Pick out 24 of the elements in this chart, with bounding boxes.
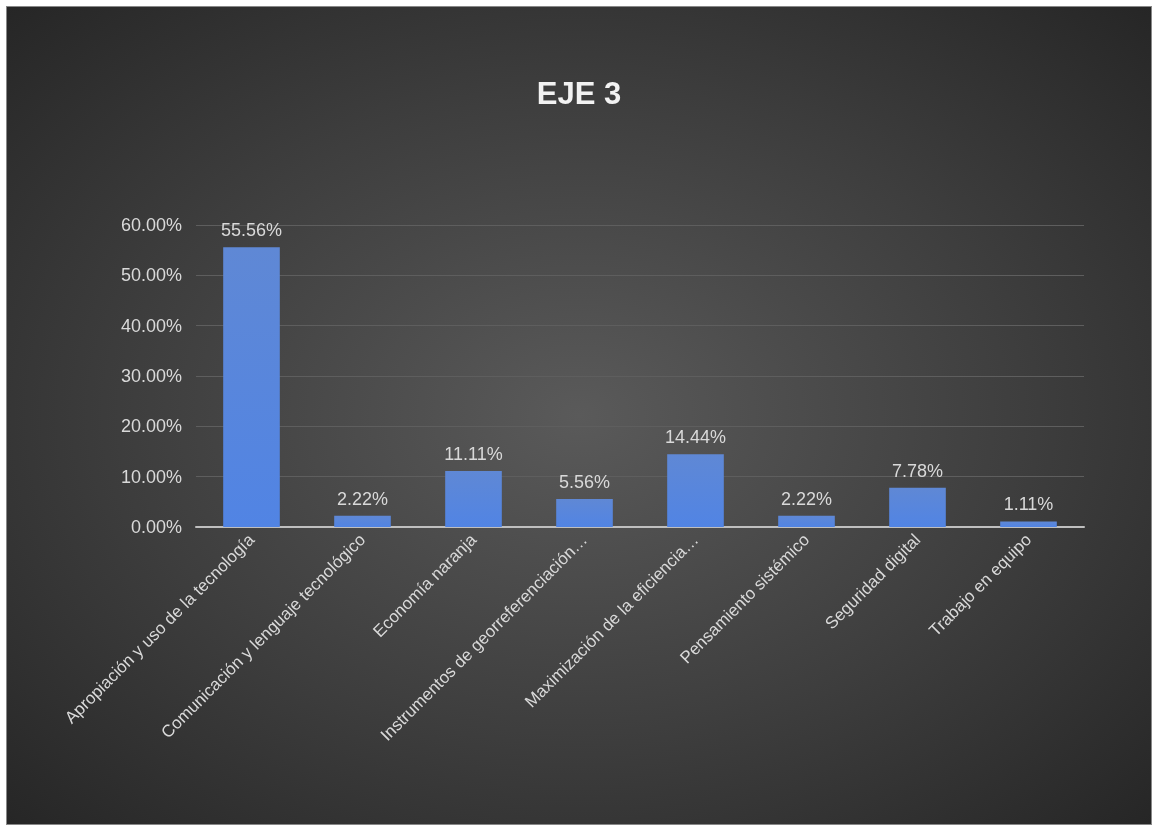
bar [556, 499, 613, 527]
bar [445, 471, 502, 527]
data-label: 14.44% [664, 427, 727, 448]
y-tick-label: 20.00% [120, 416, 182, 437]
bar [223, 247, 280, 527]
y-tick-label: 60.00% [120, 215, 182, 235]
data-label: 55.56% [220, 220, 283, 241]
y-tick-label: 0.00% [130, 517, 182, 537]
bar [889, 487, 946, 527]
bar [334, 515, 391, 527]
data-label: 11.11% [444, 444, 503, 465]
bar [1000, 521, 1057, 527]
bar [778, 515, 835, 527]
data-label: 1.11% [1003, 494, 1054, 515]
chart-title: EJE 3 [536, 76, 622, 111]
y-tick-label: 30.00% [120, 366, 182, 386]
bar [667, 454, 724, 527]
data-label: 5.56% [558, 472, 611, 493]
data-label: 2.22% [780, 488, 833, 509]
y-tick-label: 40.00% [120, 315, 182, 336]
y-tick-label: 10.00% [120, 466, 182, 487]
y-tick-label: 50.00% [120, 265, 182, 286]
data-label: 7.78% [891, 460, 944, 481]
data-label: 2.22% [336, 488, 389, 509]
